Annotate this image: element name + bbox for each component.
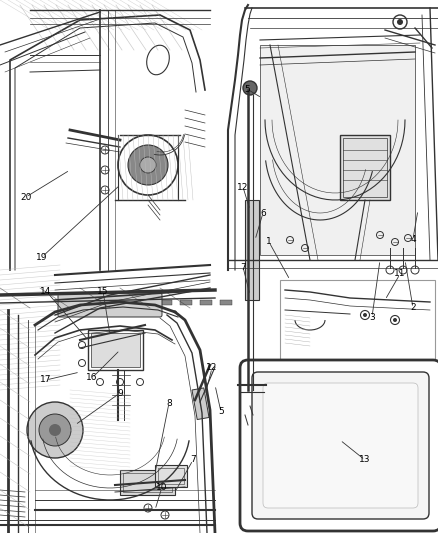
Bar xyxy=(245,200,259,300)
FancyBboxPatch shape xyxy=(58,293,162,317)
Text: 4: 4 xyxy=(410,235,416,244)
Text: 9: 9 xyxy=(117,389,123,398)
Circle shape xyxy=(363,313,367,317)
Bar xyxy=(158,468,184,484)
Bar xyxy=(160,300,172,305)
Bar xyxy=(343,138,387,197)
Text: 7: 7 xyxy=(190,456,196,464)
Circle shape xyxy=(27,402,83,458)
Bar xyxy=(180,300,192,305)
Bar xyxy=(120,300,132,305)
Circle shape xyxy=(39,414,71,446)
Text: 12: 12 xyxy=(237,182,249,191)
Bar xyxy=(220,300,232,305)
Circle shape xyxy=(243,81,257,95)
Text: 12: 12 xyxy=(206,364,218,373)
Bar xyxy=(91,333,140,367)
Text: 7: 7 xyxy=(240,262,246,271)
Text: 10: 10 xyxy=(156,482,168,491)
Circle shape xyxy=(49,424,61,436)
Circle shape xyxy=(140,157,156,173)
Bar xyxy=(243,392,259,406)
Text: 5: 5 xyxy=(218,408,224,416)
Text: 3: 3 xyxy=(369,312,375,321)
Bar xyxy=(260,45,415,255)
Text: 17: 17 xyxy=(40,376,52,384)
Bar xyxy=(192,388,209,419)
Text: 1: 1 xyxy=(266,238,272,246)
Bar xyxy=(88,330,143,370)
Bar xyxy=(100,300,112,305)
Bar xyxy=(120,470,175,495)
Text: 2: 2 xyxy=(410,303,416,312)
Text: 6: 6 xyxy=(260,208,266,217)
FancyBboxPatch shape xyxy=(240,360,438,531)
Bar xyxy=(140,300,152,305)
Bar xyxy=(155,465,187,487)
FancyBboxPatch shape xyxy=(252,372,429,519)
Text: 8: 8 xyxy=(166,399,172,408)
Text: 5: 5 xyxy=(244,85,250,93)
Bar xyxy=(200,300,212,305)
Bar xyxy=(123,473,172,492)
FancyBboxPatch shape xyxy=(263,383,418,508)
Bar xyxy=(80,300,92,305)
Text: 11: 11 xyxy=(394,270,406,279)
Text: 14: 14 xyxy=(40,287,52,295)
Circle shape xyxy=(397,19,403,25)
Circle shape xyxy=(128,145,168,185)
Bar xyxy=(280,280,435,365)
Text: 20: 20 xyxy=(20,192,32,201)
Text: 16: 16 xyxy=(86,374,98,383)
Bar xyxy=(340,135,390,200)
Text: 13: 13 xyxy=(359,456,371,464)
Circle shape xyxy=(393,318,397,322)
Text: 19: 19 xyxy=(36,253,48,262)
Text: 15: 15 xyxy=(97,287,109,295)
